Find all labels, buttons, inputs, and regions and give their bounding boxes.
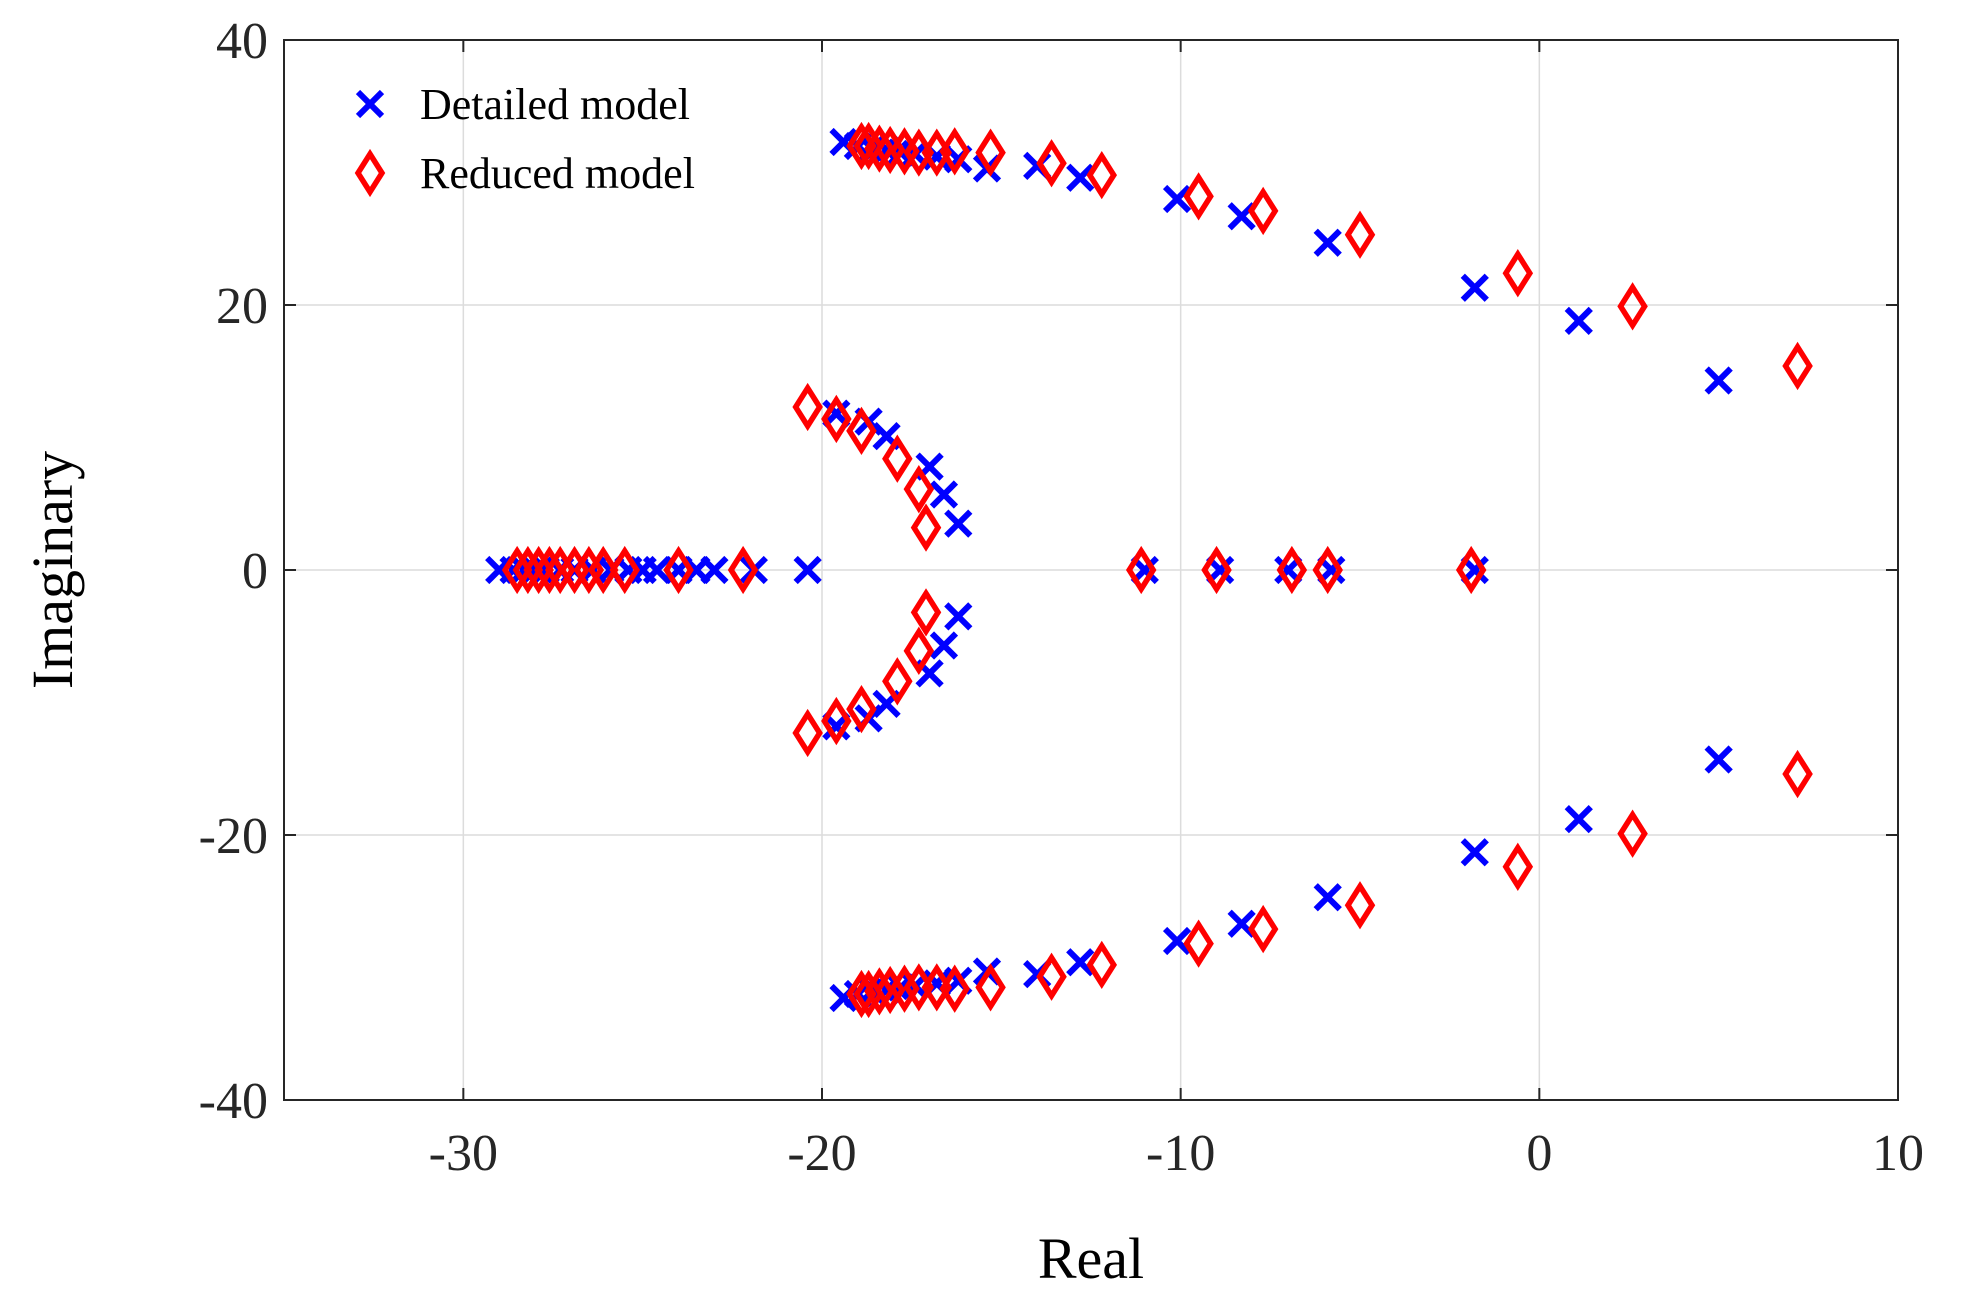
reduced-model-point (1247, 904, 1279, 954)
reduced-model-point (846, 684, 877, 734)
reduced-model-point (1502, 842, 1534, 891)
reduced-model-point (727, 545, 759, 595)
detailed-model-point (1564, 306, 1593, 336)
x-tick-label: -30 (429, 1125, 498, 1182)
x-axis-title: Real (1038, 1226, 1144, 1291)
y-tick-label: 20 (216, 278, 268, 335)
detailed-model-point (1704, 745, 1733, 774)
legend-marker-reduced (354, 148, 386, 198)
legend-diamond-icon (354, 148, 386, 198)
detailed-model-point (929, 631, 959, 660)
reduced-model-point (1617, 809, 1648, 858)
tick-labels: -30 -20 -10 0 10 -40 -20 0 20 40 (199, 13, 1924, 1182)
data-points (485, 121, 1813, 1019)
reduced-model-point (501, 545, 533, 595)
reduced-model-point (882, 657, 913, 706)
x-tick-label: -20 (787, 1125, 856, 1182)
reduced-model-point (910, 588, 942, 637)
reduced-model-point (1782, 341, 1813, 391)
reduced-model-point (1782, 749, 1813, 799)
detailed-model-point (944, 509, 973, 538)
reduced-model-point (903, 465, 935, 514)
reduced-model-point (882, 434, 913, 483)
detailed-model-point (1460, 273, 1489, 302)
reduced-model-point (1247, 186, 1279, 236)
x-tick-label: 0 (1526, 1125, 1552, 1182)
legend-label-detailed: Detailed model (420, 80, 690, 129)
series-reduced-model (501, 121, 1813, 1019)
reduced-model-point (1201, 545, 1232, 595)
detailed-model-point (1162, 184, 1192, 214)
reduced-model-point (975, 963, 1006, 1012)
reduced-model-point (1036, 952, 1067, 1001)
reduced-model-point (792, 708, 823, 758)
reduced-model-point (534, 545, 565, 595)
y-tick-label: -40 (199, 1073, 268, 1130)
reduced-model-point (609, 545, 640, 595)
detailed-model-point (1564, 804, 1593, 834)
axis-ticks (284, 39, 1899, 1101)
detailed-model-point (700, 555, 729, 585)
reduced-model-point (1617, 282, 1648, 331)
reduced-model-point (853, 121, 884, 171)
reduced-model-point (1183, 172, 1214, 221)
legend-x-icon (355, 89, 385, 119)
reduced-model-point (1086, 940, 1118, 989)
detailed-model-point (1460, 838, 1489, 867)
reduced-model-point (903, 626, 935, 675)
legend: Detailed model Reduced model (354, 80, 695, 198)
reduced-model-point (1086, 151, 1118, 200)
detailed-model-point (1313, 228, 1342, 257)
reduced-model-point (663, 545, 694, 595)
reduced-model-point (846, 406, 877, 456)
legend-label-reduced: Reduced model (420, 149, 695, 198)
reduced-model-point (821, 394, 852, 444)
y-axis-title: Imaginary (20, 451, 85, 689)
detailed-model-point (1704, 366, 1733, 395)
reduced-model-point (523, 545, 554, 595)
reduced-model-point (939, 964, 970, 1013)
reduced-model-point (1312, 545, 1343, 595)
detailed-model-point (793, 555, 822, 585)
reduced-model-point (1344, 210, 1376, 259)
reduced-model-point (792, 382, 823, 432)
legend-marker-detailed (355, 89, 385, 119)
reduced-model-point (910, 503, 942, 552)
y-tick-label: -20 (199, 808, 268, 865)
reduced-model-point (975, 128, 1006, 177)
reduced-model-point (1125, 545, 1157, 595)
detailed-model-point (1066, 163, 1095, 192)
detailed-model-point (944, 602, 973, 631)
reduced-model-point (1276, 545, 1308, 595)
reduced-model-point (864, 124, 895, 173)
reduced-model-point (1455, 545, 1487, 595)
detailed-model-point (929, 480, 959, 509)
y-tick-label: 40 (216, 13, 268, 70)
reduced-model-point (1344, 881, 1376, 930)
reduced-model-point (821, 696, 852, 746)
reduced-model-point (1183, 919, 1214, 968)
reduced-model-point (1036, 139, 1067, 188)
reduced-model-point (512, 545, 544, 595)
y-tick-label: 0 (242, 543, 268, 600)
detailed-model-point (1313, 883, 1342, 912)
x-tick-label: 10 (1872, 1125, 1924, 1182)
detailed-model-point (1162, 926, 1192, 956)
reduced-model-point (587, 545, 619, 595)
detailed-model-point (642, 555, 672, 585)
detailed-model-point (1066, 948, 1095, 977)
x-tick-label: -10 (1146, 1125, 1215, 1182)
reduced-model-point (1502, 249, 1534, 298)
reduced-model-point (939, 127, 970, 176)
reduced-model-point (846, 121, 877, 171)
reduced-model-point (864, 967, 895, 1016)
